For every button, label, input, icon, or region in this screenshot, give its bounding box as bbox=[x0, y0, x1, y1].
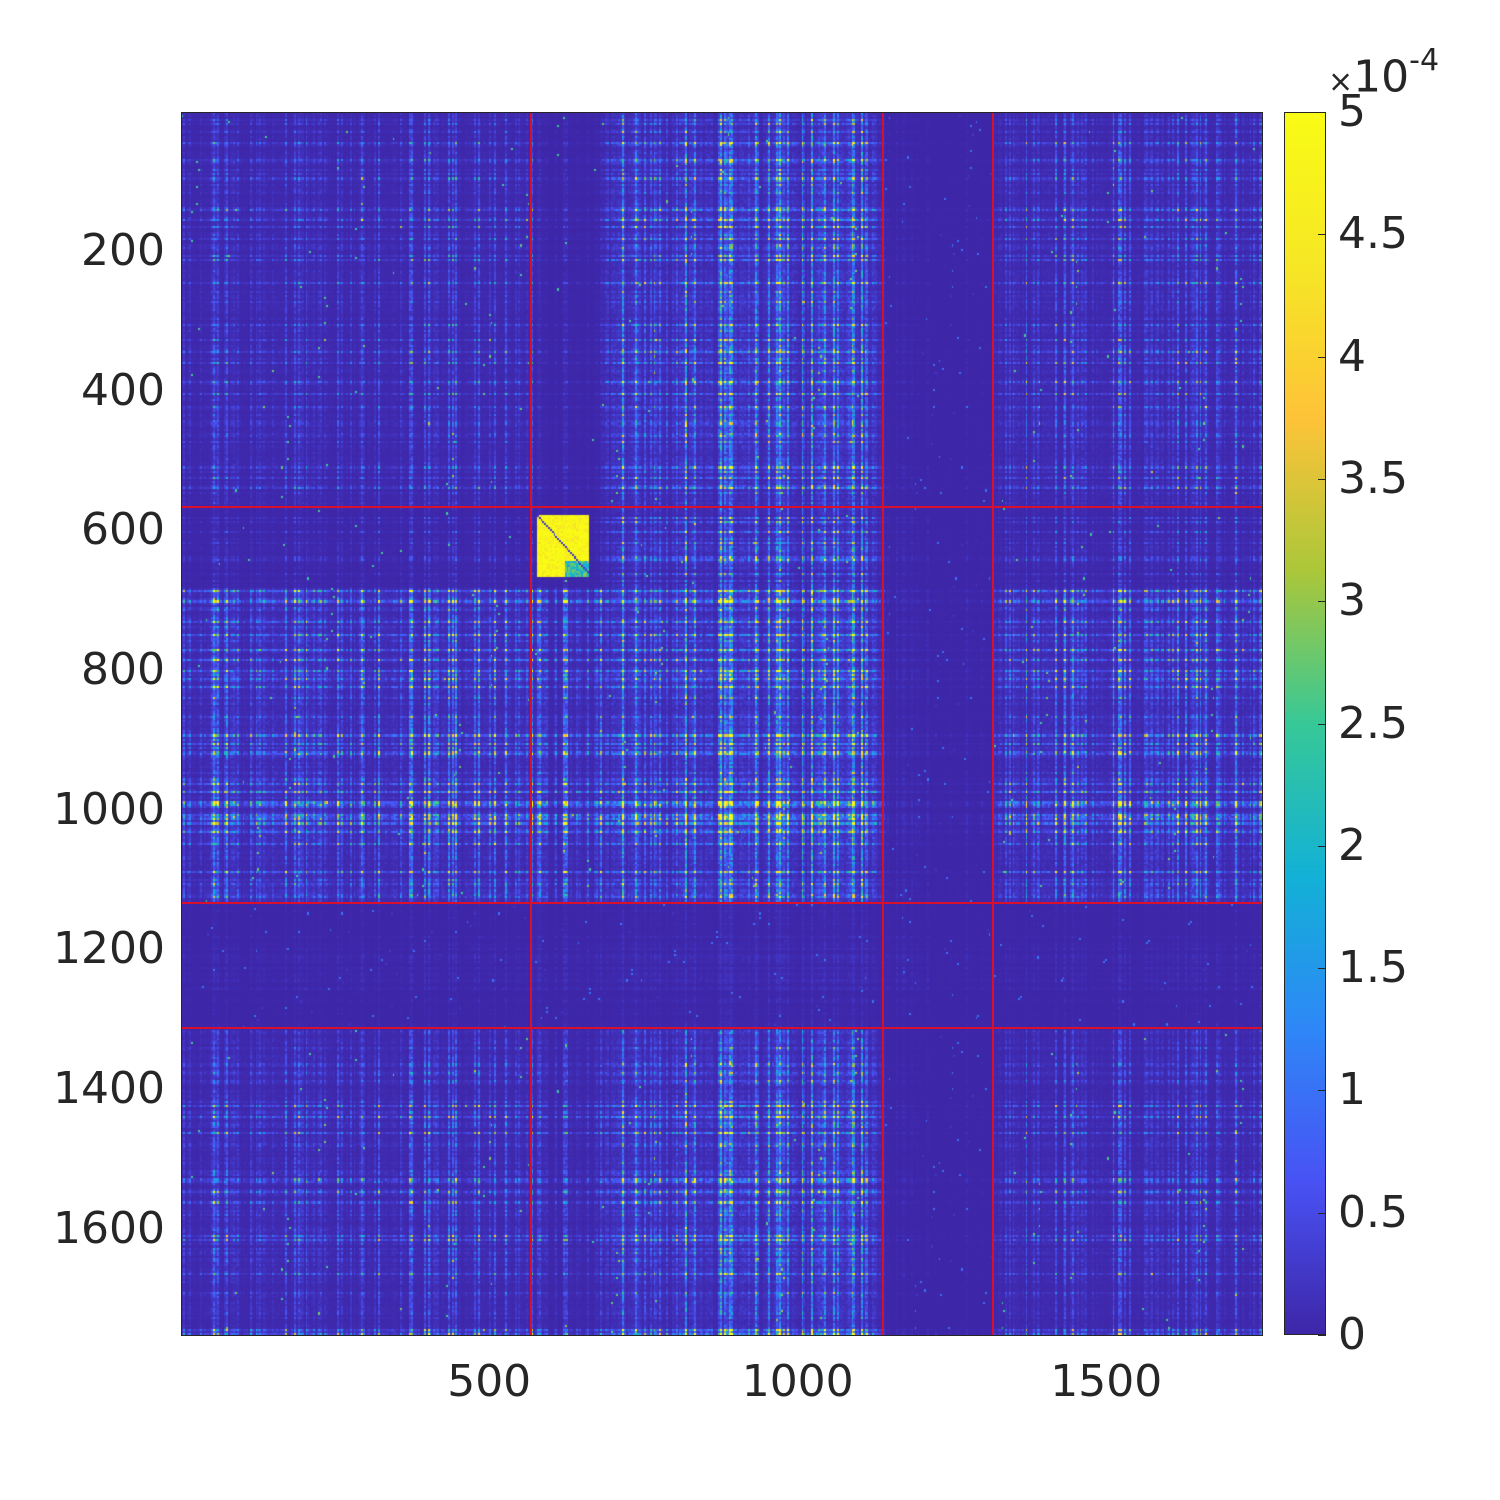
colorbar-tick-label: 4.5 bbox=[1338, 208, 1408, 260]
colorbar-tick-label: 1.5 bbox=[1338, 942, 1408, 994]
x-tick-label: 500 bbox=[447, 1356, 532, 1407]
group-boundary-vertical bbox=[992, 112, 995, 1335]
colorbar-tick-mark bbox=[1318, 356, 1326, 358]
y-tick-label: 400 bbox=[81, 364, 165, 416]
colorbar-tick-label: 3 bbox=[1338, 575, 1366, 627]
colorbar-tick-mark bbox=[1318, 234, 1326, 236]
x-tick-label: 1500 bbox=[1050, 1356, 1163, 1407]
y-tick-label: 1400 bbox=[53, 1062, 165, 1114]
colorbar-tick-mark bbox=[1318, 1090, 1326, 1092]
y-tick-label: 600 bbox=[81, 504, 165, 556]
colorbar-tick-mark bbox=[1318, 845, 1326, 847]
group-boundary-horizontal bbox=[181, 505, 1262, 508]
heatmap-plot-area bbox=[181, 112, 1262, 1335]
colorbar-tick-mark bbox=[1318, 1335, 1326, 1336]
group-boundary-vertical bbox=[881, 112, 884, 1335]
colorbar-tick-label: 1 bbox=[1338, 1064, 1366, 1116]
colorbar-tick-mark bbox=[1318, 601, 1326, 603]
x-tick-label: 1000 bbox=[741, 1356, 854, 1407]
y-tick-label: 800 bbox=[81, 644, 165, 696]
colorbar-tick-mark bbox=[1318, 1212, 1326, 1214]
colorbar-tick-label: 0.5 bbox=[1338, 1186, 1408, 1238]
colorbar-tick-label: 4 bbox=[1338, 330, 1366, 382]
colorbar-tick-mark bbox=[1318, 478, 1326, 480]
colorbar-tick-mark bbox=[1318, 112, 1326, 113]
group-boundary-vertical bbox=[530, 112, 533, 1335]
colorbar-tick-label: 2 bbox=[1338, 819, 1366, 871]
colorbar-tick-mark bbox=[1318, 968, 1326, 970]
colorbar-multiplier: ×10-4 bbox=[1328, 43, 1440, 103]
colorbar-tick-mark bbox=[1318, 723, 1326, 725]
colorbar-tick-label: 3.5 bbox=[1338, 452, 1408, 504]
colorbar-tick-label: 0 bbox=[1338, 1309, 1366, 1360]
group-boundary-horizontal bbox=[181, 902, 1262, 905]
colorbar-tick-label: 2.5 bbox=[1338, 697, 1408, 749]
y-tick-label: 1200 bbox=[53, 923, 165, 975]
y-tick-label: 200 bbox=[81, 225, 165, 277]
y-tick-label: 1000 bbox=[53, 783, 165, 835]
group-boundary-horizontal bbox=[181, 1027, 1262, 1030]
colorbar-tick-label: 5 bbox=[1338, 86, 1366, 137]
heatmap-image bbox=[181, 112, 1262, 1335]
y-tick-label: 1600 bbox=[53, 1202, 165, 1254]
